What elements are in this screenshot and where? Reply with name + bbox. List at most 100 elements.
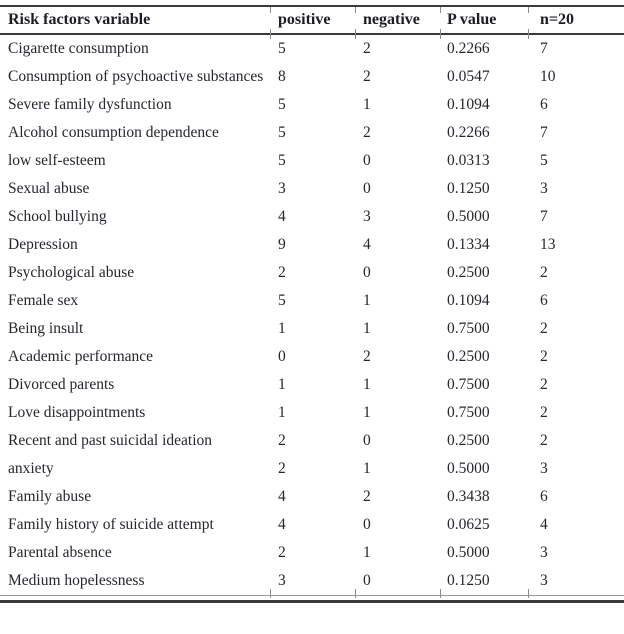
- cell-negative: 2: [363, 124, 371, 141]
- cell-variable: Academic performance: [8, 348, 154, 365]
- cell-positive: 3: [278, 572, 286, 589]
- header-risk-factors-variable: Risk factors variable: [0, 6, 270, 35]
- cell-n: 4: [540, 516, 548, 533]
- cell-positive: 5: [278, 292, 286, 309]
- cell-negative: 1: [363, 292, 371, 309]
- column-border-tick: [528, 589, 529, 598]
- header-n: n=20: [528, 6, 624, 35]
- table-row: Divorced parents 1 1 0.7500 2: [0, 371, 624, 399]
- header-p-value: P value: [440, 6, 528, 35]
- table-row: Consumption of psychoactive substances 8 2…: [0, 63, 624, 91]
- cell-negative: 0: [363, 432, 371, 449]
- cell-negative: 0: [363, 264, 371, 281]
- cell-p_value: 0.7500: [447, 376, 490, 393]
- cell-variable: Being insult: [8, 320, 84, 337]
- cell-negative: 1: [363, 404, 371, 421]
- cell-positive: 1: [278, 404, 286, 421]
- cell-negative: 1: [363, 320, 371, 337]
- table-row: anxiety 2 1 0.5000 3: [0, 455, 624, 483]
- cell-positive: 2: [278, 432, 286, 449]
- cell-positive: 5: [278, 40, 286, 57]
- cell-p_value: 0.0625: [447, 516, 490, 533]
- cell-positive: 8: [278, 68, 286, 85]
- cell-n: 2: [540, 432, 548, 449]
- cell-negative: 0: [363, 152, 371, 169]
- cell-positive: 3: [278, 180, 286, 197]
- table-row: Psychological abuse 2 0 0.2500 2: [0, 259, 624, 287]
- cell-n: 7: [540, 208, 548, 225]
- cell-negative: 1: [363, 96, 371, 113]
- table-row: School bullying 4 3 0.5000 7: [0, 203, 624, 231]
- cell-positive: 5: [278, 124, 286, 141]
- cell-negative: 2: [363, 348, 371, 365]
- cell-n: 7: [540, 124, 548, 141]
- cell-variable: Cigarette consumption: [8, 40, 149, 57]
- table-row: Sexual abuse 3 0 0.1250 3: [0, 175, 624, 203]
- cell-negative: 4: [363, 236, 371, 253]
- cell-n: 2: [540, 376, 548, 393]
- cell-n: 7: [540, 40, 548, 57]
- column-border-tick: [528, 29, 529, 39]
- cell-negative: 3: [363, 208, 371, 225]
- column-border-tick: [355, 7, 356, 13]
- cell-positive: 5: [278, 96, 286, 113]
- cell-variable: Family abuse: [8, 488, 92, 505]
- cell-n: 6: [540, 292, 548, 309]
- cell-negative: 2: [363, 488, 371, 505]
- cell-n: 5: [540, 152, 548, 169]
- cell-positive: 2: [278, 460, 286, 477]
- column-border-tick: [355, 29, 356, 39]
- cell-p_value: 0.2266: [447, 124, 490, 141]
- cell-variable: Medium hopelessness: [8, 572, 145, 589]
- table-row: Love disappointments 1 1 0.7500 2: [0, 399, 624, 427]
- cell-positive: 4: [278, 488, 286, 505]
- cell-n: 6: [540, 96, 548, 113]
- cell-negative: 0: [363, 572, 371, 589]
- table-row: Family abuse 4 2 0.3438 6: [0, 483, 624, 511]
- cell-variable: Love disappointments: [8, 404, 146, 421]
- header-negative: negative: [355, 6, 440, 35]
- header-positive: positive: [270, 6, 355, 35]
- cell-variable: Psychological abuse: [8, 264, 135, 281]
- cell-positive: 2: [278, 544, 286, 561]
- cell-variable: Sexual abuse: [8, 180, 90, 197]
- cell-p_value: 0.2500: [447, 264, 490, 281]
- cell-n: 6: [540, 488, 548, 505]
- cell-n: 2: [540, 348, 548, 365]
- cell-variable: School bullying: [8, 208, 107, 225]
- table-row: Severe family dysfunction 5 1 0.1094 6: [0, 91, 624, 119]
- cell-p_value: 0.1250: [447, 180, 490, 197]
- cell-variable: anxiety: [8, 460, 54, 477]
- cell-variable: Family history of suicide attempt: [8, 516, 214, 533]
- cell-negative: 1: [363, 460, 371, 477]
- cell-p_value: 0.5000: [447, 208, 490, 225]
- column-border-tick: [440, 29, 441, 39]
- cell-variable: Alcohol consumption dependence: [8, 124, 219, 141]
- column-border-tick: [440, 7, 441, 13]
- table-row: low self-esteem 5 0 0.0313 5: [0, 147, 624, 175]
- table-row: Family history of suicide attempt 4 0 0.062…: [0, 511, 624, 539]
- cell-positive: 4: [278, 516, 286, 533]
- risk-factors-table: Risk factors variable positive negative …: [0, 5, 624, 596]
- cell-p_value: 0.7500: [447, 404, 490, 421]
- column-border-tick: [270, 29, 271, 39]
- cell-n: 2: [540, 264, 548, 281]
- table-body: Cigarette consumption 5 2 0.2266 7 Consumptio…: [0, 34, 624, 596]
- column-border-tick: [355, 589, 356, 598]
- cell-n: 13: [540, 236, 556, 253]
- cell-variable: Parental absence: [8, 544, 112, 561]
- column-border-tick: [528, 7, 529, 13]
- cell-n: 10: [540, 68, 556, 85]
- cell-negative: 2: [363, 40, 371, 57]
- table-row: Parental absence 2 1 0.5000 3: [0, 539, 624, 567]
- cell-negative: 0: [363, 180, 371, 197]
- table-row: Academic performance 0 2 0.2500 2: [0, 343, 624, 371]
- cell-p_value: 0.2266: [447, 40, 490, 57]
- cell-positive: 1: [278, 320, 286, 337]
- cell-variable: Consumption of psychoactive substances: [8, 68, 264, 85]
- header-row: Risk factors variable positive negative …: [0, 6, 624, 35]
- cell-n: 3: [540, 180, 548, 197]
- risk-factors-table-container: Risk factors variable positive negative …: [0, 5, 624, 603]
- cell-positive: 4: [278, 208, 286, 225]
- cell-variable: low self-esteem: [8, 152, 106, 169]
